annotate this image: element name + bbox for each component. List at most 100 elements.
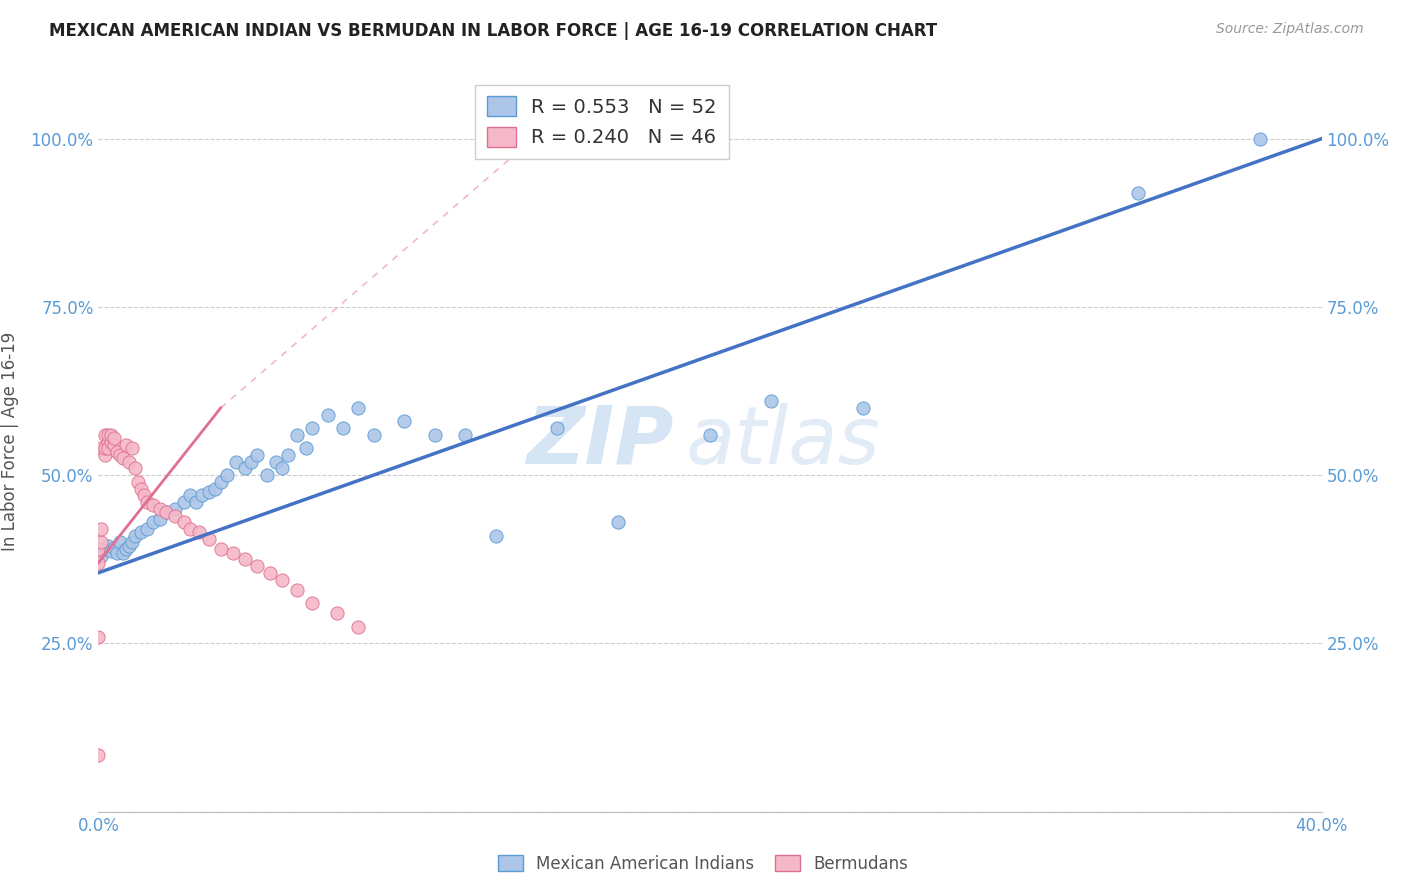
Point <box>129 525 152 540</box>
Point <box>111 451 134 466</box>
Point <box>363 427 385 442</box>
Point <box>121 535 143 549</box>
Point <box>149 512 172 526</box>
Point <box>173 516 195 530</box>
Point <box>173 495 195 509</box>
Point <box>97 434 120 449</box>
Point <box>100 434 122 449</box>
Point <box>197 532 219 546</box>
Point <box>100 543 122 558</box>
Point <box>259 566 281 580</box>
Point <box>759 394 782 409</box>
Point <box>188 525 211 540</box>
Point <box>233 552 256 566</box>
Point <box>100 427 122 442</box>
Point <box>546 421 568 435</box>
Point <box>115 438 138 452</box>
Point <box>127 475 149 489</box>
Point <box>136 522 159 536</box>
Point <box>301 421 323 435</box>
Point <box>142 499 165 513</box>
Point <box>204 482 226 496</box>
Point <box>607 516 630 530</box>
Point <box>285 427 308 442</box>
Point <box>103 431 125 445</box>
Point <box>149 501 172 516</box>
Point <box>179 522 201 536</box>
Point <box>246 448 269 462</box>
Point <box>93 448 115 462</box>
Point <box>108 448 131 462</box>
Point <box>264 455 287 469</box>
Point <box>423 427 446 442</box>
Point <box>326 606 349 620</box>
Point <box>163 508 186 523</box>
Point <box>246 559 269 574</box>
Point <box>225 455 247 469</box>
Point <box>1249 131 1271 145</box>
Point <box>485 529 508 543</box>
Y-axis label: In Labor Force | Age 16-19: In Labor Force | Age 16-19 <box>1 332 20 551</box>
Point <box>87 747 110 762</box>
Point <box>103 438 125 452</box>
Point <box>142 516 165 530</box>
Point <box>97 442 120 456</box>
Point <box>163 501 186 516</box>
Point <box>93 542 115 557</box>
Point <box>90 442 112 456</box>
Point <box>347 619 370 633</box>
Point <box>121 442 143 456</box>
Legend: R = 0.553   N = 52, R = 0.240   N = 46: R = 0.553 N = 52, R = 0.240 N = 46 <box>475 85 728 159</box>
Point <box>215 468 238 483</box>
Text: ZIP: ZIP <box>526 402 673 481</box>
Point <box>115 542 138 557</box>
Point <box>454 427 477 442</box>
Point <box>90 535 112 549</box>
Point <box>134 488 156 502</box>
Point <box>118 539 141 553</box>
Legend: Mexican American Indians, Bermudans: Mexican American Indians, Bermudans <box>492 848 914 880</box>
Point <box>179 488 201 502</box>
Point <box>136 495 159 509</box>
Point <box>87 542 110 557</box>
Point <box>129 482 152 496</box>
Point <box>209 542 232 557</box>
Point <box>186 495 208 509</box>
Point <box>301 596 323 610</box>
Point <box>270 461 292 475</box>
Point <box>222 546 245 560</box>
Point <box>124 461 146 475</box>
Point <box>852 401 875 415</box>
Point <box>256 468 278 483</box>
Point <box>295 442 318 456</box>
Point <box>124 529 146 543</box>
Point <box>277 448 299 462</box>
Point <box>90 549 112 563</box>
Point <box>392 414 416 428</box>
Point <box>97 427 120 442</box>
Text: atlas: atlas <box>686 402 880 481</box>
Point <box>270 573 292 587</box>
Point <box>240 455 263 469</box>
Point <box>108 535 131 549</box>
Point <box>93 442 115 456</box>
Point <box>87 630 110 644</box>
Point <box>347 401 370 415</box>
Point <box>90 522 112 536</box>
Point <box>105 444 128 458</box>
Point <box>285 582 308 597</box>
Point <box>97 539 120 553</box>
Point <box>332 421 354 435</box>
Text: Source: ZipAtlas.com: Source: ZipAtlas.com <box>1216 22 1364 37</box>
Point <box>155 505 177 519</box>
Point <box>93 427 115 442</box>
Point <box>155 505 177 519</box>
Point <box>87 556 110 570</box>
Point <box>118 455 141 469</box>
Point <box>1128 186 1150 200</box>
Point <box>103 541 125 555</box>
Point <box>316 408 339 422</box>
Point <box>209 475 232 489</box>
Point <box>105 546 128 560</box>
Point <box>699 427 721 442</box>
